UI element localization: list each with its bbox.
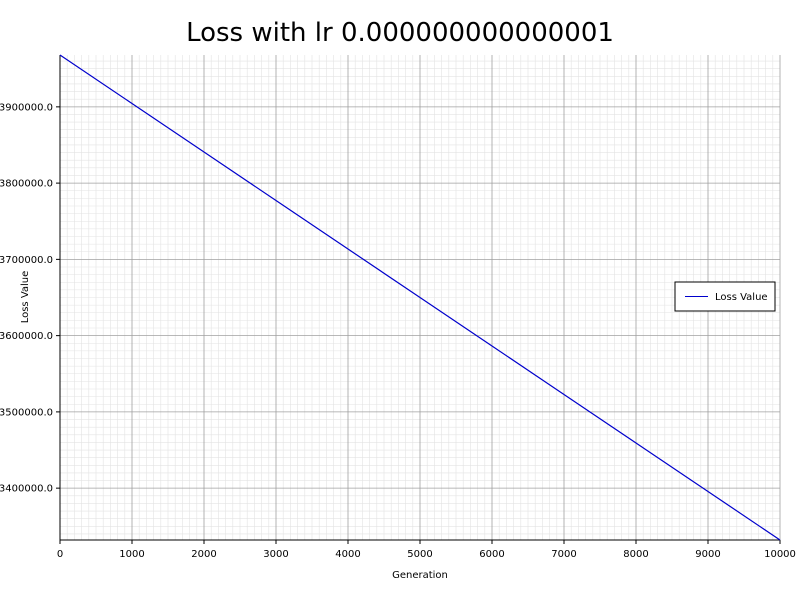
x-tick-label: 1000 bbox=[119, 549, 144, 560]
x-tick-label: 10000 bbox=[764, 549, 796, 560]
series-line bbox=[59, 54, 781, 541]
x-tick-label: 6000 bbox=[479, 549, 504, 560]
x-tick-label: 7000 bbox=[551, 549, 576, 560]
x-tick-label: 9000 bbox=[695, 549, 720, 560]
y-tick-label: 3500000.0 bbox=[0, 407, 53, 418]
legend-label: Loss Value bbox=[715, 292, 768, 303]
y-tick-label: 3400000.0 bbox=[0, 484, 53, 495]
y-tick-label: 3900000.0 bbox=[0, 102, 53, 113]
y-tick-label: 3700000.0 bbox=[0, 255, 53, 266]
legend: Loss Value bbox=[674, 281, 776, 312]
x-axis-label: Generation bbox=[392, 570, 448, 581]
y-axis-ticks: 3400000.0 3500000.0 3600000.0 3700000.0 3800… bbox=[0, 102, 60, 495]
y-tick-label: 3800000.0 bbox=[0, 179, 53, 190]
x-tick-label: 3000 bbox=[263, 549, 288, 560]
series-layer bbox=[59, 54, 781, 541]
x-tick-label: 2000 bbox=[191, 549, 216, 560]
x-tick-label: 0 bbox=[57, 549, 63, 560]
x-axis-ticks: 0 1000 2000 3000 4000 5000 6000 7000 8000 9000 100… bbox=[57, 540, 796, 560]
y-axis-label: Loss Value bbox=[20, 271, 31, 324]
y-tick-label: 3600000.0 bbox=[0, 331, 53, 342]
x-tick-label: 5000 bbox=[407, 549, 432, 560]
x-tick-label: 4000 bbox=[335, 549, 360, 560]
x-tick-label: 8000 bbox=[623, 549, 648, 560]
chart-title: Loss with lr 0.000000000000001 bbox=[186, 18, 614, 48]
major-grid bbox=[59, 55, 781, 540]
